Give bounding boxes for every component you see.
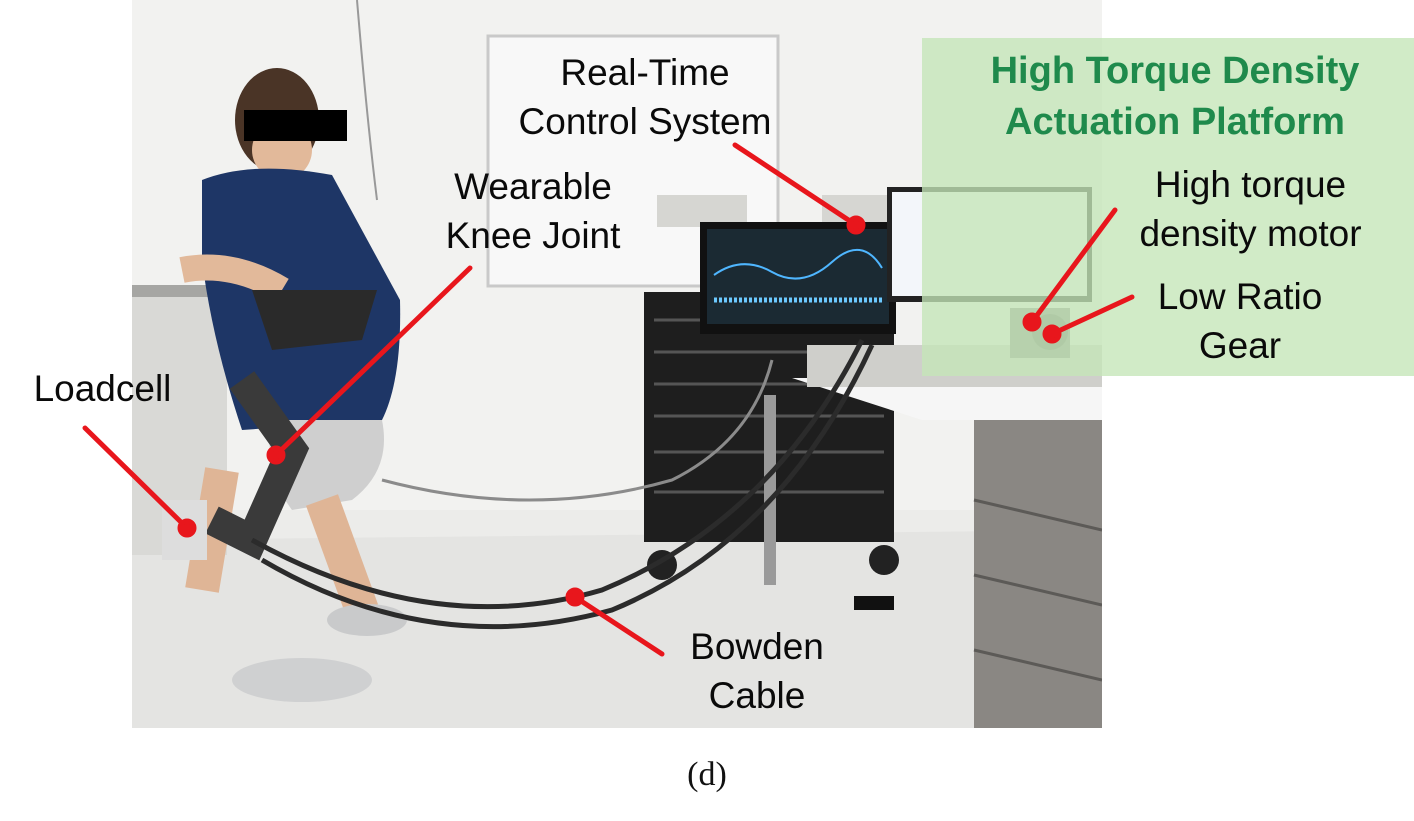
- label-knee-joint: Wearable Knee Joint: [445, 166, 621, 256]
- label-motor: High torque density motor: [1139, 164, 1362, 254]
- label-loadcell: Loadcell: [33, 368, 172, 409]
- label-control-system: Real-Time Control System: [518, 52, 772, 142]
- platform-title: High Torque Density Actuation Platform: [990, 50, 1360, 143]
- label-bowden-cable: Bowden Cable: [690, 626, 824, 716]
- actuation-platform-panel: [922, 38, 1414, 376]
- figure-caption: (d): [687, 756, 727, 793]
- label-gear: Low Ratio Gear: [1157, 276, 1323, 366]
- face-redaction-bar: [244, 110, 347, 141]
